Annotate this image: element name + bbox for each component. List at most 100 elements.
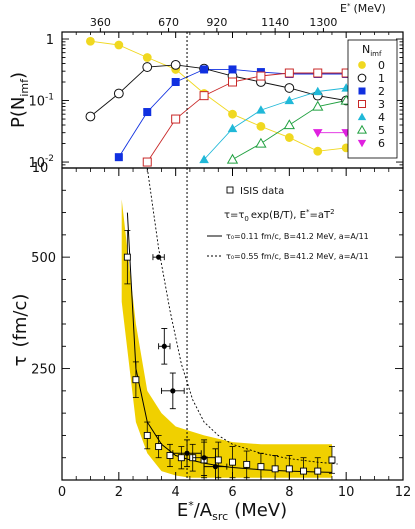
top-y-tick-label: 10-2: [28, 154, 54, 171]
series-0-point: [86, 36, 95, 46]
series-2-point: [200, 65, 209, 74]
series-line-3: [146, 72, 347, 163]
series-5-point: [283, 119, 295, 130]
isis-point: [166, 452, 174, 459]
isis-point: [243, 460, 251, 468]
secondary-axis-tick-label: 1300: [309, 16, 337, 29]
top-y-tick-label: 10-1: [28, 93, 54, 110]
series-3-point: [228, 77, 237, 87]
series-5-point: [226, 153, 239, 164]
top-y-axis-title: P(Nimf): [8, 72, 31, 128]
top-legend-box: [347, 39, 398, 159]
bottom-ticks: [61, 167, 404, 481]
series-0-point: [284, 133, 294, 142]
legend-label-1: 1: [378, 72, 385, 85]
series-1-point: [142, 62, 153, 72]
bottom-x-axis-title: E*/Asrc (MeV): [177, 499, 287, 523]
solid-legend-label: τ₀=0.11 fm/c, B=41.2 MeV, a=A/11: [226, 232, 369, 241]
bottom-x-tick-label: 6: [228, 485, 236, 500]
series-3-point: [142, 157, 152, 167]
top-y-tick-labels: 1 10-1 10-2: [28, 33, 54, 171]
series-line-4: [203, 87, 347, 160]
isis-point: [229, 458, 236, 466]
filled-point: [212, 464, 219, 470]
top-secondary-axis-labels: 360 670 920 1140 1300: [90, 16, 338, 29]
filled-point: [184, 450, 190, 456]
series-2-point: [228, 65, 237, 74]
legend-label-2: 2: [378, 85, 385, 98]
bottom-x-tick-label: 0: [58, 485, 66, 500]
legend-marker-0: [358, 61, 366, 69]
series-1-point: [170, 59, 181, 70]
series-4-point: [312, 86, 323, 96]
series-4-point: [227, 123, 238, 133]
series-line-0: [90, 40, 347, 152]
shared-tick-label-10: 10: [32, 161, 49, 176]
series-6-point: [312, 129, 323, 138]
isis-point: [328, 456, 336, 464]
dashed-legend-label: τ₀=0.55 fm/c, B=41.2 MeV, a=A/11: [226, 252, 369, 261]
legend-marker-1: [357, 73, 367, 83]
filled-data-points: [152, 254, 228, 480]
series-5-point: [255, 137, 267, 148]
bottom-y-axis-title: τ(fm/c): [10, 294, 31, 367]
bottom-x-tick-label: 8: [285, 485, 293, 500]
legend-marker-3: [358, 100, 366, 108]
top-curves: [90, 40, 347, 163]
series-3-point: [313, 68, 323, 78]
bottom-x-tick-label: 2: [115, 485, 123, 500]
bottom-x-tick-label: 4: [172, 485, 180, 500]
legend-label-5: 5: [378, 124, 385, 137]
isis-legend-marker: [226, 186, 234, 194]
series-4-point: [199, 154, 209, 164]
bottom-x-tick-label: 10: [338, 485, 355, 500]
isis-point: [314, 467, 322, 475]
top-panel: 110-110-2 360 670 920 1140 1300 E* (MeV) P(Ni…: [8, 2, 404, 171]
series-1-point: [284, 83, 295, 93]
series-3-point: [199, 91, 209, 101]
series-line-1: [90, 64, 347, 117]
isis-point: [177, 454, 185, 462]
legend-marker-4: [357, 112, 367, 121]
bottom-y-tick-labels: 250 500: [31, 251, 56, 377]
series-3-point: [284, 68, 294, 78]
bottom-x-tick-labels: 0 2 4 6 8 10 12: [58, 485, 411, 500]
series-0-point: [142, 53, 152, 62]
top-y-tick-label: 1: [46, 33, 54, 48]
isis-point: [300, 467, 307, 475]
legend-marker-6: [357, 139, 367, 148]
legend-label-6: 6: [378, 137, 385, 150]
series-3-point: [171, 114, 181, 124]
series-4-point: [256, 105, 266, 114]
bottom-legend: ISIS data τ=τ0 exp(B/T), E*=aT2 τ₀=0.11 f…: [207, 186, 369, 261]
top-legend-title: Nimf: [362, 43, 382, 58]
secondary-axis-tick-label: 1140: [261, 16, 289, 29]
filled-point: [201, 455, 207, 461]
series-0-point: [313, 146, 323, 156]
series-0-point: [114, 40, 124, 50]
series-1-point: [85, 111, 96, 122]
series-3-point: [256, 71, 266, 81]
filled-point: [170, 388, 176, 394]
legend-label-4: 4: [378, 111, 385, 124]
series-4-point: [284, 95, 295, 105]
series-2-point: [114, 153, 123, 162]
bottom-x-tick-label: 12: [395, 485, 412, 500]
bottom-y-tick-label: 500: [31, 251, 56, 266]
series-0-point: [228, 109, 237, 119]
isis-point: [214, 456, 222, 464]
isis-point: [285, 465, 293, 473]
legend-marker-5: [356, 124, 368, 134]
series-1-point: [113, 88, 124, 99]
isis-point: [271, 465, 279, 473]
legend-label-0: 0: [378, 59, 385, 72]
series-2-point: [143, 108, 152, 117]
series-0-point: [256, 121, 266, 131]
dashed-model-curve: [146, 168, 338, 465]
series-5-point: [312, 100, 324, 111]
filled-point: [156, 254, 162, 260]
top-secondary-axis-title: E* (MeV): [340, 2, 386, 15]
isis-point: [257, 463, 265, 471]
